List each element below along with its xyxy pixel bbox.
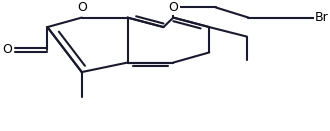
Text: O: O	[77, 1, 87, 14]
Text: O: O	[2, 43, 12, 56]
Text: Br: Br	[315, 11, 329, 24]
Text: O: O	[168, 1, 178, 14]
